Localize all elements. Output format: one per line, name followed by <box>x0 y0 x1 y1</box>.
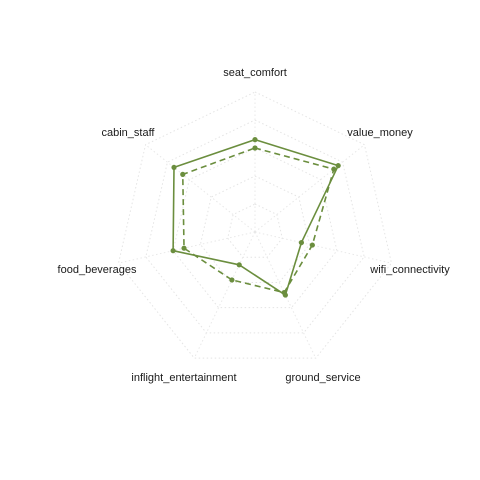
axis-label-inflight_entertainment: inflight_entertainment <box>131 372 236 384</box>
series-1-point-seat_comfort <box>252 145 258 151</box>
axis-label-food_beverages: food_beverages <box>58 264 137 276</box>
series-1-dashed <box>180 145 337 296</box>
axis-label-wifi_connectivity: wifi_connectivity <box>369 264 450 276</box>
series-1-point-wifi_connectivity <box>309 242 315 248</box>
series-1-line <box>181 147 335 294</box>
series-0-solid <box>170 137 341 298</box>
series-0-point-inflight_entertainment <box>236 262 242 268</box>
series-1-point-food_beverages <box>181 245 187 251</box>
grid-ring-2 <box>199 175 311 283</box>
series-0-point-wifi_connectivity <box>298 239 305 246</box>
series-0-point-food_beverages <box>170 248 176 254</box>
grid-ring-3 <box>172 147 338 309</box>
axis-label-value_money: value_money <box>347 127 413 139</box>
series-1-point-inflight_entertainment <box>229 277 235 283</box>
grid-spoke-cabin_staff <box>145 144 256 233</box>
grid-ring-4 <box>145 119 365 334</box>
axis-label-ground_service: ground_service <box>285 372 360 384</box>
series-1-point-value_money <box>331 166 337 172</box>
grid-spoke-wifi_connectivity <box>254 231 392 264</box>
series-0-point-value_money <box>335 163 341 169</box>
radar-axis-labels: seat_comfort value_money wifi_connectivity… <box>58 67 451 384</box>
series-0-point-seat_comfort <box>252 137 258 143</box>
series-0-line <box>172 138 339 296</box>
grid-spoke-ground_service <box>254 231 317 359</box>
axis-label-seat_comfort: seat_comfort <box>223 67 287 79</box>
radar-grid <box>117 91 393 359</box>
radar-series-layer <box>170 137 341 298</box>
series-0-point-cabin_staff <box>171 164 177 171</box>
grid-spoke-food_beverages <box>118 231 256 264</box>
axis-label-cabin_staff: cabin_staff <box>101 127 155 139</box>
series-1-point-ground_service <box>281 289 287 296</box>
grid-ring-1 <box>227 203 283 258</box>
series-1-point-cabin_staff <box>180 171 186 177</box>
grid-ring-5 <box>117 91 393 359</box>
grid-spoke-value_money <box>254 144 365 233</box>
grid-spoke-inflight_entertainment <box>193 231 256 359</box>
